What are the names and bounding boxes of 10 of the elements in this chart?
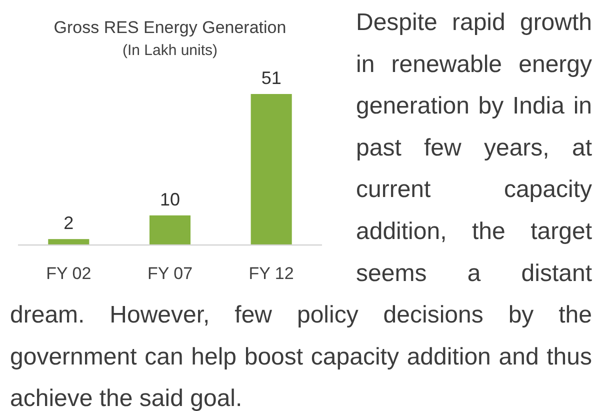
chart-title: Gross RES Energy Generation [54, 18, 286, 37]
text: dream. However, few policy decisions by the government can help boost capacity addition and thus achieve the said goal. [10, 302, 592, 411]
data-label: 10 [160, 189, 180, 210]
data-label: 2 [64, 213, 74, 234]
x-tick-label: FY 12 [248, 264, 294, 283]
data-label: 51 [261, 68, 282, 88]
x-tick-label: FY 07 [147, 264, 193, 283]
x-tick-label: FY 02 [46, 264, 92, 283]
chart-subtitle: (In Lakh units) [122, 42, 218, 59]
text: Despite rapid growth in renewable energy generation by India in past few years, at current capacity addition, the target seems a distant [356, 9, 592, 287]
